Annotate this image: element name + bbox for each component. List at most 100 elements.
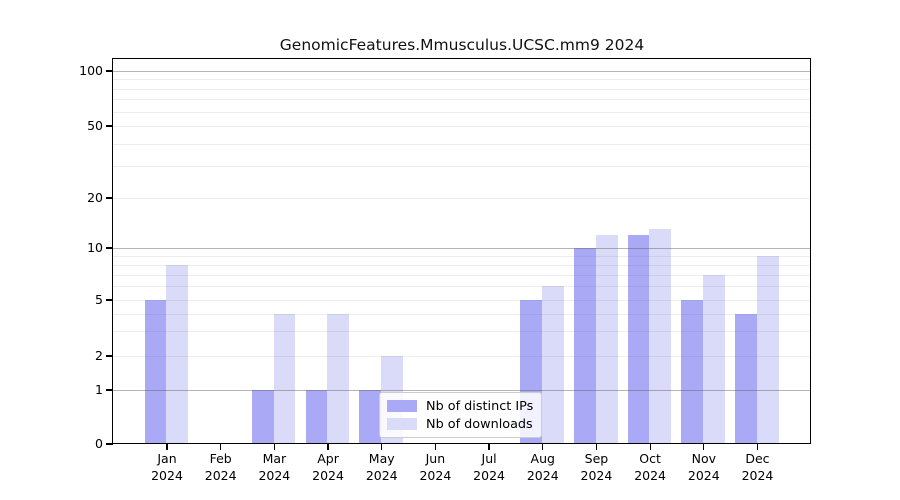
x-tick-month: Aug (530, 451, 555, 466)
x-tick-mark (488, 444, 490, 450)
y-minor-gridline (113, 274, 811, 276)
x-axis-tick-label: Aug 2024 (508, 451, 578, 484)
x-tick-year: 2024 (151, 467, 183, 483)
y-tick-mark (106, 389, 113, 391)
y-axis-tick-label: 10 (87, 240, 103, 255)
y-gridline (113, 71, 811, 72)
x-tick-mark (220, 444, 222, 450)
x-tick-year: 2024 (204, 467, 237, 483)
y-minor-gridline (113, 79, 811, 81)
x-tick-month: Jan (157, 451, 177, 466)
bar-distinct-ips (144, 300, 167, 444)
bar-distinct-ips (251, 390, 274, 444)
x-tick-year: 2024 (365, 467, 398, 483)
y-gridline (113, 390, 811, 391)
y-tick-mark (106, 247, 113, 249)
y-minor-gridline (113, 255, 811, 257)
x-tick-month: Feb (209, 451, 232, 466)
x-axis-tick-label: Mar 2024 (239, 451, 309, 484)
x-tick-mark (756, 444, 759, 450)
bar-distinct-ips (574, 248, 596, 444)
x-tick-year: 2024 (741, 467, 774, 483)
x-tick-mark (649, 444, 651, 450)
y-minor-gridline (113, 166, 811, 168)
y-axis-tick-label: 0 (95, 436, 103, 451)
x-axis-tick-label: Jan 2024 (132, 451, 202, 484)
bar-downloads (327, 313, 350, 444)
x-axis-tick-label: Jul 2024 (454, 451, 524, 484)
x-axis-tick-label: Jun 2024 (400, 451, 470, 484)
x-tick-mark (273, 444, 276, 450)
x-tick-month: Dec (745, 451, 770, 466)
x-axis-tick-label: Oct 2024 (615, 451, 685, 484)
x-tick-month: Sep (584, 451, 609, 466)
legend-swatch-distinct-ips (387, 400, 417, 412)
plot-area (113, 59, 811, 444)
x-axis-tick-label: Nov 2024 (669, 451, 739, 484)
y-minor-gridline (113, 264, 811, 266)
x-tick-month: Nov (691, 451, 716, 466)
x-axis-tick-label: Apr 2024 (293, 451, 363, 484)
chart-title: GenomicFeatures.Mmusculus.UCSC.mm9 2024 (279, 36, 645, 54)
x-axis-tick-label: Feb 2024 (186, 451, 256, 484)
bar-distinct-ips (359, 390, 382, 444)
bar-distinct-ips (735, 313, 757, 444)
y-minor-gridline (113, 88, 811, 90)
y-axis-tick-label: 2 (95, 348, 103, 363)
bar-downloads (595, 234, 618, 444)
x-tick-month: Apr (317, 451, 339, 466)
x-tick-month: Jul (481, 451, 497, 466)
x-tick-mark (595, 444, 598, 450)
x-axis-tick-label: Sep 2024 (561, 451, 631, 484)
x-tick-year: 2024 (580, 467, 613, 483)
bar-downloads (649, 229, 672, 444)
y-tick-mark (106, 125, 113, 127)
x-axis-tick-label: May 2024 (347, 451, 417, 484)
x-tick-mark (166, 444, 168, 450)
x-tick-year: 2024 (687, 467, 720, 483)
y-minor-gridline (113, 99, 811, 101)
bar-distinct-ips (681, 300, 704, 444)
legend-label-downloads: Nb of downloads (426, 416, 533, 432)
x-tick-mark (434, 444, 437, 450)
x-tick-mark (381, 444, 383, 450)
y-tick-mark (106, 70, 113, 72)
x-tick-mark (542, 444, 544, 450)
bar-downloads (703, 274, 725, 444)
y-minor-gridline (113, 313, 811, 315)
y-axis-tick-label: 50 (87, 118, 103, 133)
bars-layer (113, 59, 811, 444)
legend-entry-distinct-ips: Nb of distinct IPs (387, 399, 541, 414)
x-tick-year: 2024 (526, 467, 559, 483)
y-tick-mark (106, 355, 113, 357)
x-tick-year: 2024 (473, 467, 505, 483)
y-minor-gridline (113, 331, 811, 333)
x-tick-year: 2024 (419, 467, 452, 483)
y-gridline (113, 300, 811, 301)
bar-downloads (542, 286, 564, 444)
x-tick-year: 2024 (312, 467, 344, 483)
bar-downloads (273, 313, 296, 444)
legend-swatch-downloads (387, 418, 417, 430)
x-tick-mark (703, 444, 705, 450)
y-axis-tick-label: 5 (95, 292, 103, 307)
x-tick-month: Oct (639, 451, 661, 466)
y-minor-gridline (113, 143, 811, 145)
y-gridline (113, 248, 811, 249)
legend: Nb of distinct IPs Nb of downloads (379, 392, 542, 438)
x-tick-year: 2024 (634, 467, 667, 483)
y-tick-mark (106, 197, 113, 199)
y-minor-gridline (113, 286, 811, 288)
y-axis-tick-label: 100 (79, 63, 103, 78)
x-tick-month: Jun (425, 451, 446, 466)
bar-downloads (166, 264, 189, 444)
x-axis-tick-label: Dec 2024 (722, 451, 792, 484)
bar-downloads (756, 255, 779, 444)
y-gridline (113, 356, 811, 357)
legend-label-distinct-ips: Nb of distinct IPs (426, 398, 534, 414)
bar-distinct-ips (627, 234, 650, 444)
x-tick-month: Mar (262, 451, 287, 466)
y-tick-mark (106, 299, 113, 301)
x-tick-mark (327, 444, 329, 450)
